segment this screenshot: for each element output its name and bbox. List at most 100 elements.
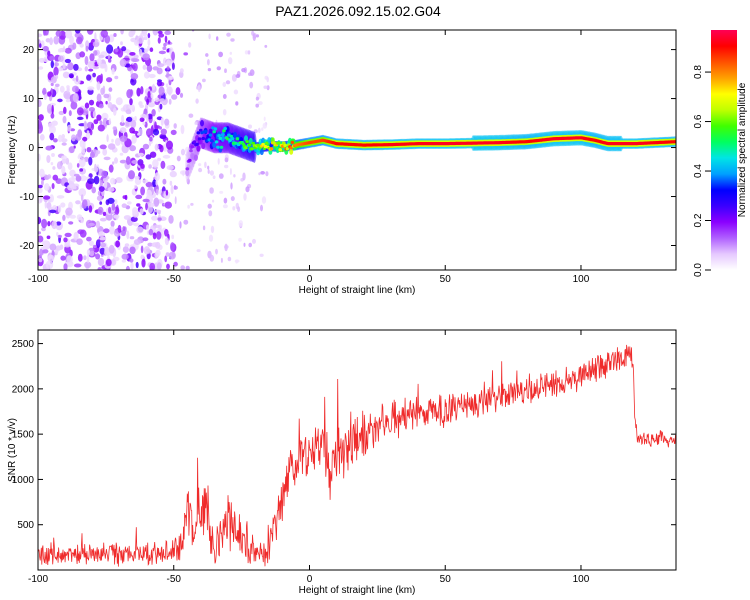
spectrogram-noise-cell <box>154 143 159 151</box>
spectrogram-noise-cell <box>64 58 71 64</box>
spectrogram-noise-cell <box>100 30 108 38</box>
spectrogram-noise-cell <box>56 161 63 170</box>
spectrogram-noise-cell <box>114 75 119 80</box>
spectrogram-noise-cell <box>93 50 98 56</box>
spectrogram-noise-cell <box>165 252 170 257</box>
spectrogram-noise-cell <box>69 214 77 219</box>
spectrogram-noise-cell <box>111 138 114 143</box>
spectrogram-noise-cell <box>170 185 174 195</box>
spectrogram-noise-cell <box>94 38 98 43</box>
spectrogram-noise-cell <box>162 46 167 50</box>
spectrogram-noise-cell <box>67 62 74 71</box>
spectrogram-noise-cell <box>55 74 59 79</box>
y-tick-label: 10 <box>23 94 35 105</box>
spectrogram-noise-cell <box>41 218 48 229</box>
spectrogram-noise-cell <box>110 220 115 227</box>
spectrogram-ridge-core <box>250 147 254 151</box>
spectrogram-noise-cell <box>259 253 264 257</box>
spectrogram-ridge-core <box>199 128 203 132</box>
spectrogram-noise-cell <box>170 129 177 136</box>
spectrogram-noise-cell <box>146 113 149 123</box>
spectrogram-noise-cell <box>222 204 228 209</box>
spectrogram-noise-cell <box>74 32 83 39</box>
spectrogram-noise-cell <box>215 248 218 255</box>
spectrogram-noise-cell <box>155 188 159 196</box>
spectrogram-noise-cell <box>139 208 144 215</box>
colorbar-tick-label: 0.8 <box>693 65 704 79</box>
spectrogram-noise-cell <box>188 113 194 118</box>
spectrogram-noise-cell <box>115 177 123 184</box>
spectrogram-noise-cell <box>72 93 79 103</box>
spectrogram-noise-cell <box>58 55 64 62</box>
spectrogram-noise-cell <box>143 246 151 255</box>
spectrogram-noise-cell <box>238 220 244 227</box>
spectrogram-noise-cell <box>85 132 91 140</box>
spectrogram-noise-cell <box>86 253 90 264</box>
spectrogram-noise-cell <box>63 106 67 114</box>
spectrogram-noise-cell <box>110 177 116 185</box>
spectrogram-noise-cell <box>166 66 170 70</box>
spectrogram-noise-cell <box>159 103 163 110</box>
spectrogram-ridge <box>212 141 217 148</box>
spectrogram-noise-cell <box>152 66 159 71</box>
spectrogram-noise-cell <box>147 32 151 39</box>
spectrogram-noise-cell <box>147 113 153 120</box>
spectrogram-noise-cell <box>53 66 59 76</box>
spectrogram-noise-cell <box>207 169 210 174</box>
spectrogram-noise-cell <box>148 202 155 208</box>
snr-y-ticks: 500 1000 1500 2000 2500 <box>12 339 676 531</box>
spectrogram-noise-cell <box>108 206 112 214</box>
spectrogram-noise-cell <box>88 240 94 246</box>
spectrogram-noise-cell <box>248 124 252 129</box>
spectrogram-noise-cell <box>129 246 136 255</box>
colorbar: 0.0 0.2 0.4 0.6 0.8 Normalized spectral ampl… <box>693 30 748 277</box>
spectrogram-noise-cell <box>124 243 130 248</box>
spectrogram-noise-cell <box>140 86 144 95</box>
spectrogram-noise-cell <box>126 201 132 205</box>
spectrogram-noise-cell <box>96 195 103 201</box>
spectrogram-noise-cell <box>163 42 167 47</box>
spectrogram-noise-cell <box>64 232 72 238</box>
spectrogram-noise-cell <box>147 242 153 247</box>
spectrogram-noise-cell <box>171 51 176 61</box>
spectrogram-noise-cell <box>49 194 54 203</box>
spectrogram-noise-cell <box>133 54 139 59</box>
spectrogram-noise-cell <box>229 168 232 175</box>
spectrogram-noise-cell <box>230 38 235 42</box>
spectrogram-noise-cell <box>160 160 166 169</box>
spectrogram-noise-cell <box>45 260 54 270</box>
spectrogram-noise-cell <box>95 150 101 155</box>
spectrogram-noise-cell <box>131 160 139 164</box>
spectrogram-noise-cell <box>255 96 259 101</box>
spectrogram-noise-cell <box>56 195 65 199</box>
spectrogram-x-ticks: -100 -50 0 50 100 <box>28 30 590 285</box>
spectrogram-noise-cell <box>149 47 154 52</box>
spectrogram-ridge-core <box>189 149 193 153</box>
spectrogram-noise-cell <box>62 71 70 79</box>
spectrogram-noise-cell <box>114 206 120 216</box>
spectrogram-noise-cell <box>103 156 111 161</box>
spectrogram-noise-cell <box>103 180 108 189</box>
spectrogram-noise-cell <box>235 259 238 264</box>
figure-title: PAZ1.2026.092.15.02.G04 <box>275 3 441 19</box>
spectrogram-noise-cell <box>247 50 251 55</box>
colorbar-tick-label: 0.2 <box>693 213 704 227</box>
spectrogram-noise-cell <box>160 117 164 126</box>
spectrogram-noise-cell <box>71 85 80 93</box>
spectrogram-noise-cell <box>108 118 112 126</box>
spectrogram-noise-cell <box>113 214 120 219</box>
spectrogram-noise-cell <box>156 262 162 270</box>
colorbar-ticks: 0.0 0.2 0.4 0.6 0.8 <box>693 65 711 277</box>
spectrogram-noise-cell <box>167 40 171 44</box>
spectrogram-noise-cell <box>130 262 134 270</box>
spectrogram-noise-cell <box>248 242 252 248</box>
spectrogram-noise-cell <box>147 206 153 214</box>
spectrogram-noise-cell <box>148 228 154 236</box>
spectrogram-noise-cell <box>108 244 115 254</box>
spectrogram-noise-cell <box>128 170 135 180</box>
spectrogram-marks <box>38 30 676 270</box>
spectrogram-ridge <box>233 131 237 139</box>
spectrogram-noise-cell <box>108 164 114 173</box>
spectrogram-ridge-core <box>225 137 230 141</box>
